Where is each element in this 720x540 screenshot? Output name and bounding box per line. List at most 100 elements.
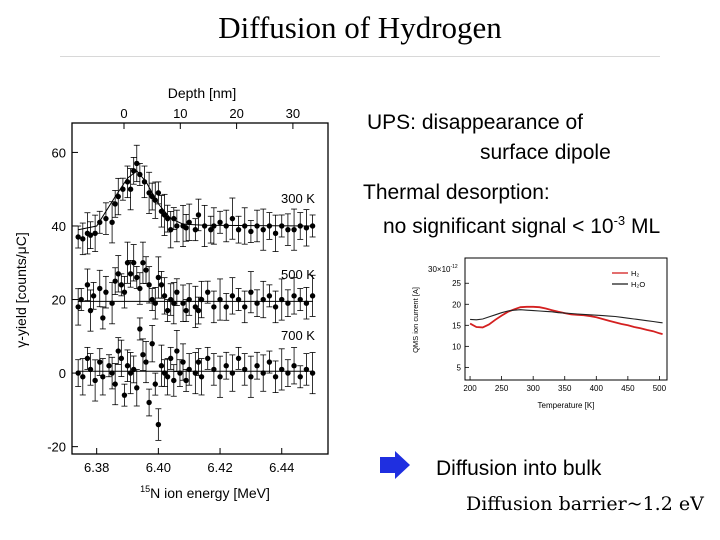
data-marker <box>242 366 248 373</box>
nra-point-2-22 <box>152 372 159 396</box>
data-marker <box>137 171 143 178</box>
nra-point-0-29 <box>186 203 193 241</box>
nra-y-tick-label-4: -20 <box>47 440 66 455</box>
tds-x-tick-label-4: 400 <box>590 384 604 393</box>
data-marker <box>158 282 165 288</box>
nra-point-2-12 <box>121 383 128 407</box>
tds-plot-frame <box>464 257 668 381</box>
nra-point-1-37 <box>210 290 217 324</box>
nra-point-2-35 <box>195 348 202 376</box>
data-marker <box>141 179 148 185</box>
nra-point-0-49 <box>303 209 310 247</box>
data-marker <box>140 352 146 358</box>
nra-point-0-40 <box>247 220 254 243</box>
data-marker <box>109 370 115 376</box>
data-marker <box>152 381 158 387</box>
data-marker <box>266 293 273 299</box>
data-marker <box>248 374 254 380</box>
legend-label-h2: H₂ <box>631 269 639 278</box>
diffusion-barrier-text: Diffusion barrier~1.2 eV <box>466 493 704 515</box>
nra-point-0-6 <box>102 202 109 235</box>
nra-point-0-8 <box>112 190 119 218</box>
nra-point-2-52 <box>297 365 304 389</box>
td-line-2-text: no significant signal < 10 <box>383 215 614 238</box>
nra-point-1-27 <box>167 283 174 316</box>
data-marker <box>149 340 155 347</box>
nra-point-1-34 <box>195 296 202 325</box>
nra-point-1-47 <box>272 290 279 324</box>
nra-point-0-38 <box>235 215 242 244</box>
data-marker <box>152 197 158 203</box>
data-marker <box>103 289 109 295</box>
data-marker <box>217 296 223 303</box>
tds-x-tick-label-1: 250 <box>495 384 509 393</box>
data-marker <box>87 366 94 373</box>
arrow-head <box>395 451 410 479</box>
nra-point-2-6 <box>99 358 106 396</box>
data-marker <box>161 212 168 218</box>
nra-y-axis-label: γ-yield [counts/μC] <box>13 232 29 347</box>
nra-point-1-40 <box>229 277 236 315</box>
data-marker <box>254 223 260 229</box>
nra-point-2-39 <box>217 355 224 398</box>
tds-x-tick-label-0: 200 <box>463 384 477 393</box>
data-marker <box>146 399 152 406</box>
nra-point-2-25 <box>161 359 168 387</box>
data-marker <box>309 223 316 229</box>
series-label-300k: 300 K <box>281 191 315 206</box>
data-marker <box>143 267 149 273</box>
data-marker <box>124 363 131 369</box>
data-marker <box>158 208 165 214</box>
nra-point-0-28 <box>183 214 190 242</box>
tds-x-tick-label-3: 350 <box>558 384 572 393</box>
nra-point-1-15 <box>130 244 137 282</box>
nra-point-1-36 <box>204 280 211 304</box>
data-marker <box>146 190 152 196</box>
data-marker <box>134 160 140 167</box>
data-marker <box>180 300 186 306</box>
nra-point-1-16 <box>133 266 140 289</box>
nra-point-2-11 <box>118 339 125 377</box>
tds-y-axis-label: QMS ion current [A] <box>411 287 420 353</box>
data-marker <box>211 366 217 373</box>
td-line-2-exponent: -3 <box>613 213 626 228</box>
data-marker <box>134 385 140 391</box>
nra-point-1-42 <box>241 290 248 324</box>
nra-point-2-38 <box>210 353 217 386</box>
nra-point-2-34 <box>192 352 199 395</box>
data-marker <box>272 304 279 310</box>
tds-x-tick-label-2: 300 <box>526 384 540 393</box>
data-marker <box>198 374 205 380</box>
data-marker <box>112 381 118 387</box>
tds-y-multiplier: 30×10-12 <box>428 264 458 274</box>
nra-point-0-24 <box>167 211 174 249</box>
data-marker <box>118 282 125 288</box>
nra-point-2-18 <box>139 338 146 371</box>
data-marker <box>103 215 109 222</box>
data-marker <box>235 355 242 362</box>
data-marker <box>174 289 180 295</box>
nra-point-0-11 <box>124 165 131 199</box>
data-marker <box>106 363 112 369</box>
nra-point-2-37 <box>204 346 211 370</box>
nra-point-0-31 <box>195 198 202 232</box>
data-marker <box>248 228 254 235</box>
data-marker <box>143 359 149 365</box>
data-marker <box>100 374 106 380</box>
data-marker <box>208 226 214 233</box>
nra-point-0-22 <box>161 193 168 236</box>
nra-point-1-17 <box>136 272 143 305</box>
nra-point-2-24 <box>158 344 165 387</box>
nra-point-1-39 <box>223 293 230 321</box>
nra-point-1-18 <box>139 241 146 284</box>
nra-top-tick-label-1: 10 <box>173 106 187 121</box>
tds-x-tick-label-6: 500 <box>653 384 667 393</box>
nra-point-0-10 <box>119 177 126 201</box>
nra-x-axis-label-main: N ion energy [MeV] <box>150 485 270 501</box>
nra-point-1-33 <box>192 285 199 328</box>
ups-line-1: UPS: disappearance of <box>367 111 583 134</box>
nra-point-2-13 <box>124 349 131 382</box>
nra-point-1-1 <box>78 288 85 311</box>
nra-point-2-42 <box>235 346 242 370</box>
